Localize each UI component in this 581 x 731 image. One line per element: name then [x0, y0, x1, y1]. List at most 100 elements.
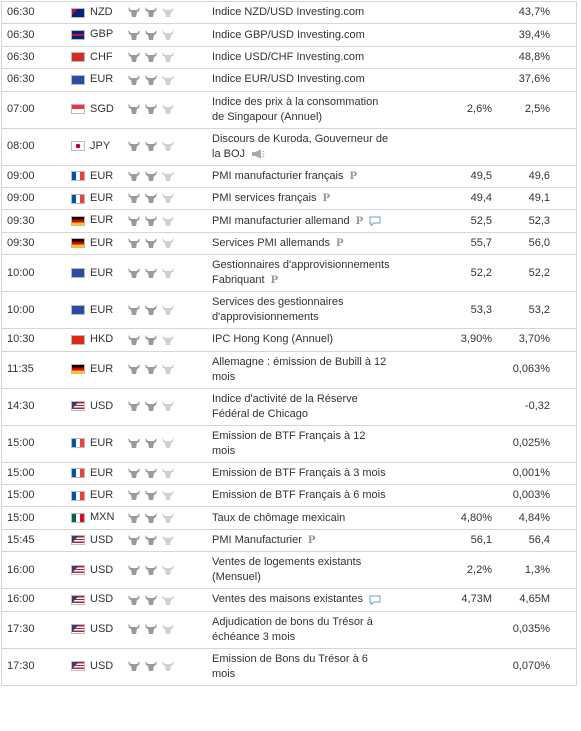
event-row[interactable]: 17:30 USD Adjudication de bons du Trésor à… [1, 610, 577, 649]
event-name: Discours de Kuroda, Gouverneur de la BOJ [212, 132, 389, 160]
spacer [552, 551, 577, 590]
flag-icon [71, 565, 85, 576]
event-row[interactable]: 11:35 EUR Allemagne : émission de Bubill à… [1, 350, 577, 389]
currency-cell: EUR [51, 291, 127, 330]
event-row[interactable]: 15:00 EUR Emission de BTF Français à 6 moi… [1, 484, 577, 508]
currency: EUR [90, 214, 114, 227]
importance-icon [145, 238, 157, 249]
previous: 39,4% [496, 23, 552, 47]
event-cell: Emission de BTF Français à 3 mois [205, 461, 396, 486]
event-row[interactable]: 15:00 MXN Taux de chômage mexicain 4,80% 4,8… [1, 506, 577, 530]
importance-icon [128, 238, 140, 249]
importance [127, 551, 205, 590]
spacer [552, 164, 577, 189]
currency-cell: EUR [51, 164, 127, 189]
previous: 56,0 [496, 231, 552, 256]
event-row[interactable]: 09:30 EUR Services PMI allemands P 55,7 56,0 [1, 231, 577, 256]
forecast [396, 0, 496, 25]
event-row[interactable]: 09:00 EUR PMI manufacturier français P 49,5 4… [1, 164, 577, 189]
importance-icon [145, 467, 157, 478]
importance-icon [128, 334, 140, 345]
time: 15:00 [1, 461, 51, 486]
spacer [552, 506, 577, 530]
spacer [552, 0, 577, 25]
previous: 52,2 [496, 254, 552, 293]
importance-icon [128, 564, 140, 575]
previous: 1,3% [496, 551, 552, 590]
forecast [396, 610, 496, 649]
currency-cell: EUR [51, 68, 127, 92]
event-row[interactable]: 06:30 GBP Indice GBP/USD Investing.com 39,4… [1, 23, 577, 47]
previous: 3,70% [496, 328, 552, 352]
currency-cell: JPY [51, 127, 127, 166]
event-name: Emission de BTF Français à 6 mois [212, 489, 386, 502]
speech-icon [252, 149, 265, 159]
flag-icon [71, 215, 85, 226]
event-row[interactable]: 15:00 EUR Emission de BTF Français à 3 moi… [1, 461, 577, 486]
event-row[interactable]: 08:00 JPY Discours de Kuroda, Gouverneur d… [1, 127, 577, 166]
event-row[interactable]: 09:30 EUR PMI manufacturier allemand P 52,5 5… [1, 209, 577, 233]
importance-icon [128, 304, 140, 315]
event-row[interactable]: 16:00 USD Ventes de logements existants (M… [1, 551, 577, 590]
spacer [552, 209, 577, 233]
spacer [552, 127, 577, 166]
event-cell: Services PMI allemands P [205, 231, 396, 256]
importance-icon [162, 193, 174, 204]
event-row[interactable]: 14:30 USD Indice d'activité de la Réserve … [1, 387, 577, 426]
comment-icon[interactable] [369, 595, 381, 606]
importance [127, 328, 205, 352]
event-row[interactable]: 10:00 EUR Services des gestionnaires d'app… [1, 291, 577, 330]
flag-icon [71, 401, 85, 412]
event-row[interactable]: 09:00 EUR PMI services français P 49,4 49,1 [1, 187, 577, 211]
importance-icon [145, 29, 157, 40]
time: 15:45 [1, 528, 51, 553]
event-row[interactable]: 06:30 EUR Indice EUR/USD Investing.com 37,6… [1, 68, 577, 92]
spacer [552, 610, 577, 649]
preliminary-tag: P [307, 535, 316, 547]
importance [127, 164, 205, 189]
time: 17:30 [1, 610, 51, 649]
event-cell: Emission de BTF Français à 12 mois [205, 424, 396, 463]
importance-icon [128, 267, 140, 278]
flag-icon [71, 104, 85, 115]
event-row[interactable]: 15:45 USD PMI Manufacturier P 56,1 56,4 [1, 528, 577, 553]
event-row[interactable]: 06:30 CHF Indice USD/CHF Investing.com 48,8… [1, 45, 577, 70]
event-row[interactable]: 17:30 USD Emission de Bons du Trésor à 6 m… [1, 647, 577, 686]
importance-icon [162, 661, 174, 672]
spacer [552, 588, 577, 612]
event-row[interactable]: 16:00 USD Ventes des maisons existantes 4,7… [1, 588, 577, 612]
forecast: 4,73M [396, 588, 496, 612]
flag-icon [71, 7, 85, 18]
currency: SGD [90, 102, 114, 115]
importance-icon [145, 661, 157, 672]
currency-cell: NZD [51, 0, 127, 25]
importance-icon [128, 52, 140, 63]
flag-icon [71, 490, 85, 501]
currency: MXN [90, 511, 115, 524]
time: 09:30 [1, 209, 51, 233]
importance-icon [128, 104, 140, 115]
currency-cell: HKD [51, 328, 127, 352]
event-cell: Indice USD/CHF Investing.com [205, 45, 396, 70]
event-row[interactable]: 10:30 HKD IPC Hong Kong (Annuel) 3,90% 3,70% [1, 328, 577, 352]
spacer [552, 328, 577, 352]
spacer [552, 461, 577, 486]
spacer [552, 254, 577, 293]
flag-icon [71, 193, 85, 204]
forecast: 52,2 [396, 254, 496, 293]
previous: 0,025% [496, 424, 552, 463]
importance-icon [162, 334, 174, 345]
previous: -0,32 [496, 387, 552, 426]
previous: 2,5% [496, 90, 552, 129]
importance-icon [162, 490, 174, 501]
importance-icon [145, 401, 157, 412]
event-row[interactable]: 15:00 EUR Emission de BTF Français à 12 mo… [1, 424, 577, 463]
event-row[interactable]: 10:00 EUR Gestionnaires d'approvisionnemen… [1, 254, 577, 293]
event-row[interactable]: 06:30 NZD Indice NZD/USD Investing.com 43,7… [1, 0, 577, 25]
importance-icon [145, 624, 157, 635]
event-row[interactable]: 07:00 SGD Indice des prix à la consommatio… [1, 90, 577, 129]
importance-icon [145, 104, 157, 115]
comment-icon[interactable] [369, 216, 381, 227]
event-name: Emission de Bons du Trésor à 6 mois [212, 652, 368, 680]
importance [127, 647, 205, 686]
